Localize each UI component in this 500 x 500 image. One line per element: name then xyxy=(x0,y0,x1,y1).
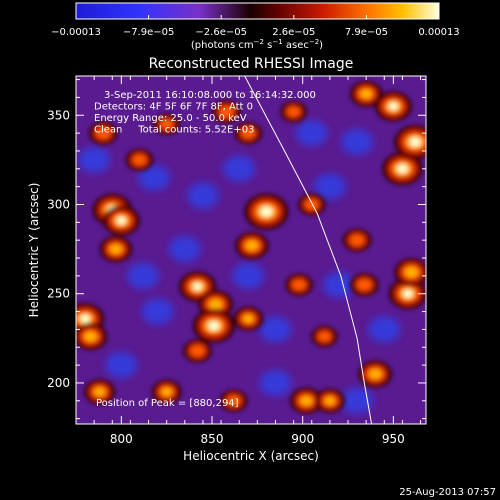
hot-blob xyxy=(153,113,180,135)
cold-blob xyxy=(223,155,256,182)
hot-blob xyxy=(76,323,108,351)
hot-blob xyxy=(244,193,289,230)
cold-blob xyxy=(78,146,111,173)
peak-position-label: Position of Peak = [880,294] xyxy=(96,398,239,409)
hot-blob xyxy=(212,100,241,124)
cold-blob xyxy=(341,129,374,156)
cold-blob xyxy=(341,387,374,414)
cold-blob xyxy=(105,352,138,379)
x-axis-label: Heliocentric X (arcsec) xyxy=(183,449,319,463)
hot-blob xyxy=(315,388,345,413)
annotation-line: 3-Sep-2011 16:10:08.000 to 16:14:32.000 xyxy=(104,90,316,101)
colorbar xyxy=(75,2,440,20)
hot-blob xyxy=(89,121,118,145)
colorbar-tick-label: −7.9e−05 xyxy=(123,27,175,38)
cold-blob xyxy=(368,316,401,343)
hot-blob xyxy=(234,122,262,145)
cold-blob xyxy=(313,173,346,200)
x-tick-label: 850 xyxy=(201,432,224,446)
hot-blob xyxy=(394,125,426,160)
annotation-line: Clean Total counts: 5.52E+03 xyxy=(94,125,254,136)
y-tick-label: 300 xyxy=(47,197,70,211)
colorbar-tick-label: −2.6e−05 xyxy=(195,27,247,38)
hot-blob xyxy=(233,306,264,331)
y-tick-label: 200 xyxy=(47,376,70,390)
hot-blob xyxy=(350,80,383,107)
hot-blob xyxy=(220,389,248,412)
hot-blob xyxy=(183,339,212,363)
cold-blob xyxy=(168,236,201,263)
timestamp: 25-Aug-2013 07:57 xyxy=(399,487,496,498)
hot-blob xyxy=(311,326,338,348)
cold-blob xyxy=(295,120,328,147)
hot-blob xyxy=(388,278,426,310)
hot-blob xyxy=(235,232,269,260)
cold-blob xyxy=(127,262,160,289)
colorbar-ticks: −0.00013 −7.9e−05 −2.6e−05 2.6e−05 7.9e−05 0.… xyxy=(51,15,460,38)
colorbar-tick-label: 7.9e−05 xyxy=(345,27,388,38)
hot-blob xyxy=(394,258,426,287)
plot-frame xyxy=(75,75,427,425)
hot-blob xyxy=(374,91,412,122)
annotation-line: Energy Range: 25.0 - 50.0 keV xyxy=(94,113,247,124)
cold-blob xyxy=(259,369,292,396)
hot-blob xyxy=(285,273,313,296)
colorbar-tick-label: 2.6e−05 xyxy=(272,27,315,38)
annotation-line: Detectors: 4F 5F 6F 7F 8F, Att 0 xyxy=(94,102,253,113)
x-tick-label: 800 xyxy=(110,432,133,446)
hot-blob xyxy=(125,148,154,171)
solar-limb-line xyxy=(244,76,373,424)
hot-blob xyxy=(342,228,372,252)
heatmap-layer xyxy=(76,80,426,414)
axis-ticks: 800 850 900 950 200 250 300 350 xyxy=(47,76,426,446)
hot-blob xyxy=(298,193,326,216)
cold-blob xyxy=(186,182,219,209)
hot-blob xyxy=(382,152,423,186)
annotations: 3-Sep-2011 16:10:08.000 to 16:14:32.000D… xyxy=(94,90,316,136)
cold-blob xyxy=(259,316,292,343)
colorbar-tick-label: −0.00013 xyxy=(51,27,101,38)
hot-blob xyxy=(99,236,132,263)
hot-blob xyxy=(151,379,182,404)
chart-title: Reconstructed RHESSI Image xyxy=(149,56,354,72)
cold-blob xyxy=(141,298,174,325)
hot-blob xyxy=(350,273,379,297)
x-tick-label: 950 xyxy=(382,432,405,446)
colorbar-units: (photons cm−2 s−1 asec−2) xyxy=(191,38,323,51)
hot-blob xyxy=(193,308,235,343)
hot-blob xyxy=(280,101,307,123)
cold-blob xyxy=(232,262,265,289)
hot-blob xyxy=(84,379,115,405)
hot-blob xyxy=(290,387,323,414)
cold-blob xyxy=(322,271,355,298)
x-tick-label: 900 xyxy=(291,432,314,446)
hot-blob xyxy=(358,360,392,388)
y-tick-label: 250 xyxy=(47,287,70,301)
colorbar-tick-label: 0.00013 xyxy=(418,27,459,38)
y-axis-label: Heliocentric Y (arcsec) xyxy=(27,183,41,318)
hot-blob xyxy=(102,205,140,236)
cold-blob xyxy=(137,164,170,191)
y-tick-label: 350 xyxy=(47,108,70,122)
